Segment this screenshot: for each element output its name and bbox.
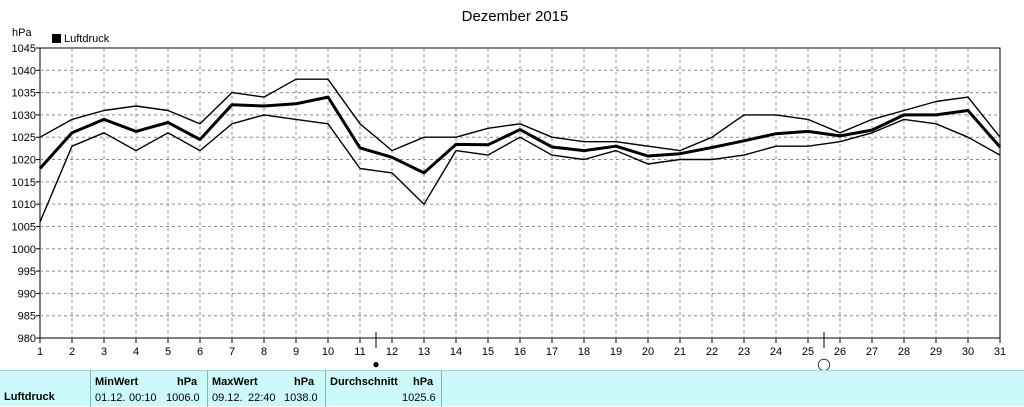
full-moon-icon: ◯ bbox=[817, 357, 830, 370]
series-line-average bbox=[38, 95, 1002, 175]
x-tick-label: 27 bbox=[866, 346, 878, 358]
y-tick-label: 1010 bbox=[12, 199, 36, 211]
chart-title: Dezember 2015 bbox=[462, 8, 569, 25]
max-date: 09.12. bbox=[212, 392, 243, 404]
x-tick-label: 17 bbox=[546, 346, 558, 358]
x-tick-label: 26 bbox=[834, 346, 846, 358]
max-title: MaxWert bbox=[212, 376, 258, 388]
y-tick-label: 1015 bbox=[12, 177, 36, 189]
x-tick-label: 3 bbox=[101, 346, 107, 358]
min-time: 00:10 bbox=[129, 392, 157, 404]
x-tick-label: 13 bbox=[418, 346, 430, 358]
y-tick-label: 1020 bbox=[12, 155, 36, 167]
series-line-min bbox=[39, 114, 1001, 223]
y-tick-label: 980 bbox=[18, 333, 36, 345]
x-tick-label: 1 bbox=[37, 346, 43, 358]
pressure-chart: Dezember 2015 hPa Luftdruck 980985990995… bbox=[12, 8, 1007, 370]
y-tick-label: 1040 bbox=[12, 65, 36, 77]
series-lines bbox=[38, 78, 1002, 223]
new-moon-icon: ● bbox=[372, 357, 379, 370]
x-tick-label: 14 bbox=[450, 346, 462, 358]
summary-divider bbox=[90, 371, 91, 407]
y-tick-label: 1025 bbox=[12, 132, 36, 144]
min-title: MinWert bbox=[95, 376, 139, 388]
x-tick-label: 8 bbox=[261, 346, 267, 358]
avg-value: 1025.6 bbox=[402, 392, 436, 404]
x-tick-label: 15 bbox=[482, 346, 494, 358]
y-tick-label: 1045 bbox=[12, 43, 36, 55]
axes: 9809859909951000100510101015102010251030… bbox=[12, 43, 1007, 358]
y-axis-label: hPa bbox=[12, 27, 32, 39]
y-tick-label: 985 bbox=[18, 311, 36, 323]
x-tick-label: 6 bbox=[197, 346, 203, 358]
x-tick-label: 21 bbox=[674, 346, 686, 358]
summary-label: Luftdruck bbox=[4, 391, 55, 403]
min-unit: hPa bbox=[177, 376, 198, 388]
x-tick-label: 16 bbox=[514, 346, 526, 358]
y-tick-label: 1030 bbox=[12, 110, 36, 122]
legend-swatch bbox=[52, 34, 61, 43]
x-tick-label: 2 bbox=[69, 346, 75, 358]
x-tick-label: 7 bbox=[229, 346, 235, 358]
x-tick-label: 24 bbox=[770, 346, 782, 358]
min-value: 1006.0 bbox=[166, 392, 200, 404]
x-tick-label: 4 bbox=[133, 346, 139, 358]
x-tick-label: 29 bbox=[930, 346, 942, 358]
max-value: 1038.0 bbox=[284, 392, 318, 404]
y-tick-label: 990 bbox=[18, 288, 36, 300]
max-time: 22:40 bbox=[248, 392, 276, 404]
x-tick-label: 19 bbox=[610, 346, 622, 358]
legend-label: Luftdruck bbox=[64, 33, 110, 45]
x-tick-label: 11 bbox=[354, 346, 365, 358]
avg-title: Durchschnitt bbox=[330, 376, 398, 388]
summary-divider bbox=[441, 371, 442, 407]
x-tick-label: 10 bbox=[322, 346, 334, 358]
x-tick-label: 18 bbox=[578, 346, 590, 358]
x-tick-label: 25 bbox=[802, 346, 814, 358]
x-tick-label: 12 bbox=[386, 346, 398, 358]
series-line-max bbox=[39, 78, 1001, 152]
summary-divider bbox=[207, 371, 208, 407]
max-unit: hPa bbox=[294, 376, 315, 388]
x-tick-label: 23 bbox=[738, 346, 750, 358]
x-tick-label: 30 bbox=[962, 346, 974, 358]
summary-panel: Luftdruck MinWert hPa 01.12. 00:10 1006.… bbox=[0, 370, 1024, 407]
y-tick-label: 995 bbox=[18, 266, 36, 278]
x-tick-label: 20 bbox=[642, 346, 654, 358]
x-tick-label: 31 bbox=[994, 346, 1006, 358]
y-tick-label: 1035 bbox=[12, 88, 36, 100]
avg-unit: hPa bbox=[413, 376, 434, 388]
y-tick-label: 1000 bbox=[12, 244, 36, 256]
y-tick-label: 1005 bbox=[12, 221, 36, 233]
x-tick-label: 22 bbox=[706, 346, 718, 358]
moon-markers: ● ◯ bbox=[372, 332, 831, 370]
min-date: 01.12. bbox=[95, 392, 126, 404]
x-tick-label: 28 bbox=[898, 346, 910, 358]
x-tick-label: 5 bbox=[165, 346, 171, 358]
summary-divider bbox=[325, 371, 326, 407]
x-tick-label: 9 bbox=[293, 346, 299, 358]
